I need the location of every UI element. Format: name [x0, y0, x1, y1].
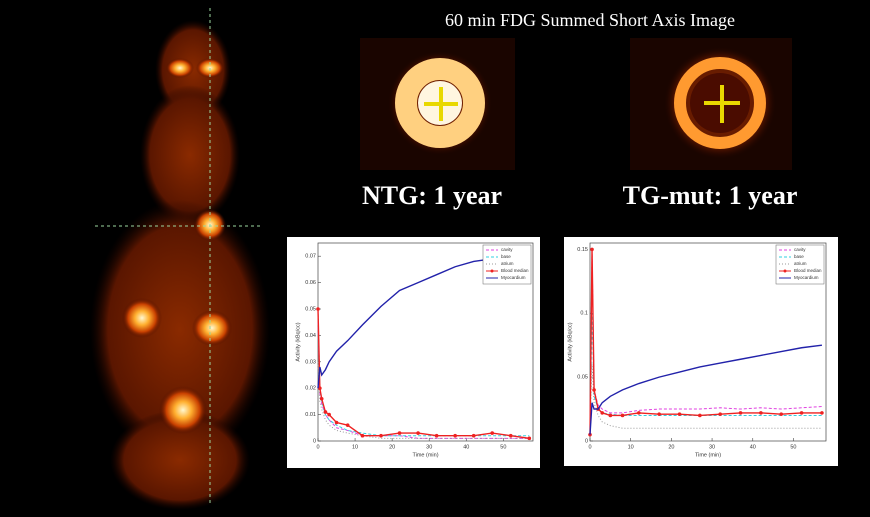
data-point — [335, 421, 339, 425]
data-point — [379, 434, 383, 438]
data-point — [779, 412, 783, 416]
x-axis-label: Time (min) — [412, 452, 438, 458]
y-tick-label: 0.1 — [580, 311, 588, 317]
data-point — [398, 431, 402, 435]
data-point — [820, 411, 824, 415]
x-tick-label: 20 — [389, 444, 395, 450]
y-tick-label: 0.06 — [305, 280, 316, 286]
data-point — [800, 411, 804, 415]
panel-label: NTG: 1 year — [362, 181, 502, 210]
x-tick-label: 10 — [628, 444, 634, 450]
short-axis-tg-mut — [630, 38, 792, 170]
legend-label: cavity — [501, 247, 513, 252]
legend-label: Blood median — [501, 268, 529, 273]
data-point — [678, 412, 682, 416]
panel-label: TG-mut: 1 year — [623, 181, 798, 210]
legend-marker — [491, 270, 494, 273]
legend-label: cavity — [794, 247, 806, 252]
x-tick-label: 50 — [500, 444, 506, 450]
x-axis-label: Time (min) — [695, 452, 721, 458]
x-tick-label: 0 — [588, 444, 591, 450]
pet-whole-body — [14, 8, 270, 510]
data-point — [490, 431, 494, 435]
data-point — [739, 411, 743, 415]
data-point — [416, 431, 420, 435]
y-axis-label: Activity (kBq/cc) — [295, 322, 301, 361]
y-tick-label: 0.03 — [305, 359, 316, 365]
y-tick-label: 0.07 — [305, 254, 316, 260]
data-point — [361, 434, 365, 438]
legend-label: Blood median — [794, 268, 822, 273]
legend-label: atrium — [501, 261, 514, 266]
y-tick-label: 0.02 — [305, 386, 316, 392]
data-point — [453, 434, 457, 438]
data-point — [472, 434, 476, 438]
data-point — [718, 412, 722, 416]
data-point — [600, 411, 604, 415]
legend-label: Myocardium — [794, 275, 819, 280]
y-axis-label: Activity (kBq/cc) — [567, 322, 573, 361]
data-point — [590, 248, 594, 252]
data-point — [509, 434, 513, 438]
figure: 60 min FDG Summed Short Axis Image NTG: … — [0, 0, 870, 517]
data-point — [527, 437, 531, 441]
data-point — [609, 414, 613, 418]
legend-label: atrium — [794, 261, 807, 266]
data-point — [621, 414, 625, 418]
data-point — [327, 413, 331, 417]
legend-label: base — [501, 254, 511, 259]
legend-label: Myocardium — [501, 275, 526, 280]
data-point — [698, 414, 702, 418]
data-point — [324, 410, 328, 414]
x-tick-label: 40 — [750, 444, 756, 450]
y-tick-label: 0.15 — [577, 247, 588, 253]
x-tick-label: 50 — [790, 444, 796, 450]
data-point — [759, 411, 763, 415]
figure-title: 60 min FDG Summed Short Axis Image — [445, 10, 735, 30]
data-point — [346, 423, 350, 427]
x-tick-label: 30 — [426, 444, 432, 450]
y-tick-label: 0.04 — [305, 333, 316, 339]
y-tick-label: 0.05 — [305, 306, 316, 312]
data-point — [316, 307, 320, 311]
x-tick-label: 0 — [316, 444, 319, 450]
x-tick-label: 40 — [463, 444, 469, 450]
legend-marker — [784, 270, 787, 273]
x-tick-label: 10 — [352, 444, 358, 450]
x-tick-label: 20 — [668, 444, 674, 450]
data-point — [637, 411, 641, 415]
x-tick-label: 30 — [709, 444, 715, 450]
short-axis-ntg — [360, 38, 515, 170]
data-point — [435, 434, 439, 438]
canvas: 60 min FDG Summed Short Axis Image NTG: … — [0, 0, 870, 517]
data-point — [592, 388, 596, 392]
y-tick-label: 0.01 — [305, 412, 316, 418]
y-tick-label: 0.05 — [577, 375, 588, 381]
legend-label: base — [794, 254, 804, 259]
data-point — [320, 397, 324, 401]
data-point — [657, 412, 661, 416]
